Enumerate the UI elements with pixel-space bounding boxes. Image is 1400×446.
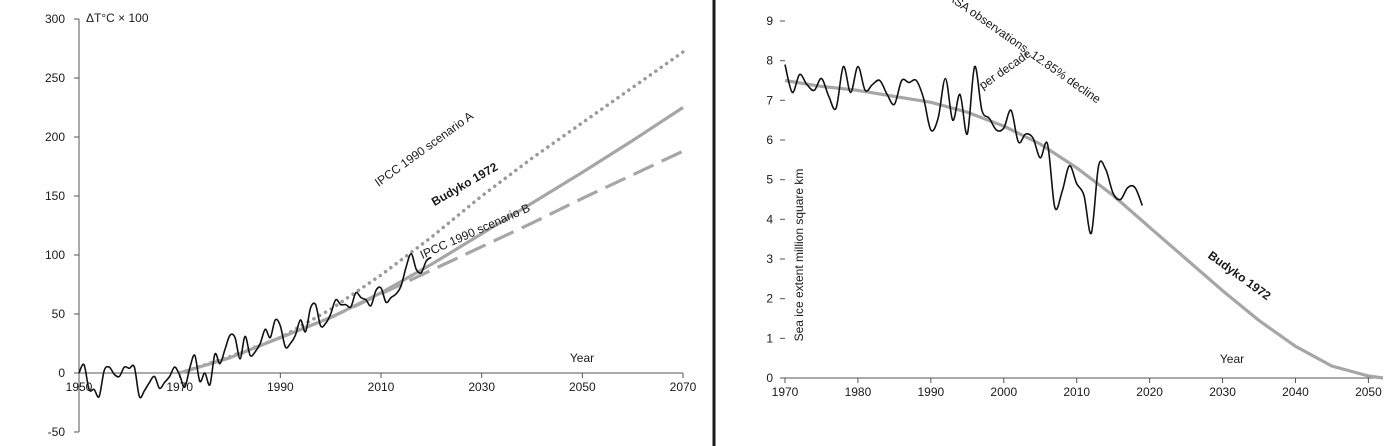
series-annotation: Budyko 1972 <box>429 160 500 209</box>
x-tick-label: 2010 <box>1063 385 1090 399</box>
budyko-1972-line <box>784 78 1384 380</box>
y-axis-label: Sea ice extent million square km <box>792 169 806 342</box>
x-tick-label: 2030 <box>468 380 495 394</box>
y-axis-label: ΔT°C × 100 <box>86 11 149 25</box>
x-axis-label: Year <box>570 351 594 365</box>
x-tick-label: 2070 <box>670 380 697 394</box>
x-tick-label: 2020 <box>1136 385 1163 399</box>
y-tick-label: 50 <box>52 307 66 321</box>
y-tick-label: 4 <box>766 212 773 226</box>
series-annotation: IPCC 1990 scenario B <box>418 201 532 262</box>
x-tick-label: 2000 <box>990 385 1017 399</box>
chart-sea-ice-extent: 0 1 2 3 4 5 6 7 8 9 1970 1980 1990 2000 2010 2020 2030 20… <box>766 0 1384 399</box>
budyko-1972-line <box>179 106 684 375</box>
nasa-observations-line <box>784 64 1144 235</box>
y-tick-label: 150 <box>45 189 65 203</box>
y-tick-label: 300 <box>45 12 65 26</box>
y-tick-label: 1 <box>766 331 773 345</box>
y-tick-label: 200 <box>45 130 65 144</box>
x-tick-label: 1950 <box>66 380 93 394</box>
chart-temperature-projections: -50 0 50 100 150 200 250 300 1950 1970 1990 2010 203… <box>45 11 697 439</box>
x-tick-label: 2030 <box>1209 385 1236 399</box>
x-tick-label: 2010 <box>368 380 395 394</box>
y-tick-label: 5 <box>766 173 773 187</box>
observed-temperature-line <box>78 253 432 399</box>
y-tick-label: 100 <box>45 248 65 262</box>
y-tick-label: 250 <box>45 71 65 85</box>
y-tick-label: 2 <box>766 292 773 306</box>
series-annotation: IPCC 1990 scenario A <box>372 109 476 190</box>
y-tick-label: 0 <box>766 371 773 385</box>
ipcc-scenario-b-line <box>179 149 684 375</box>
y-tick-label: 8 <box>766 54 773 68</box>
x-tick-label: 1970 <box>166 380 193 394</box>
x-tick-label: 1970 <box>772 385 799 399</box>
x-tick-label: 2050 <box>1355 385 1382 399</box>
x-axis-label: Year <box>1220 352 1244 366</box>
series-annotation: Budyko 1972 <box>1205 248 1273 303</box>
y-tick-label: 9 <box>766 14 773 28</box>
y-tick-label: 3 <box>766 252 773 266</box>
x-tick-label: 2040 <box>1282 385 1309 399</box>
y-tick-label: 7 <box>766 93 773 107</box>
x-tick-label: 1990 <box>918 385 945 399</box>
y-tick-label: 0 <box>58 366 65 380</box>
y-tick-label: -50 <box>48 425 66 439</box>
ipcc-scenario-a-line <box>177 50 685 375</box>
x-tick-label: 2050 <box>569 380 596 394</box>
x-tick-label: 1990 <box>267 380 294 394</box>
x-tick-label: 1980 <box>845 385 872 399</box>
y-tick-label: 6 <box>766 133 773 147</box>
series-annotation: per decade <box>976 46 1033 92</box>
